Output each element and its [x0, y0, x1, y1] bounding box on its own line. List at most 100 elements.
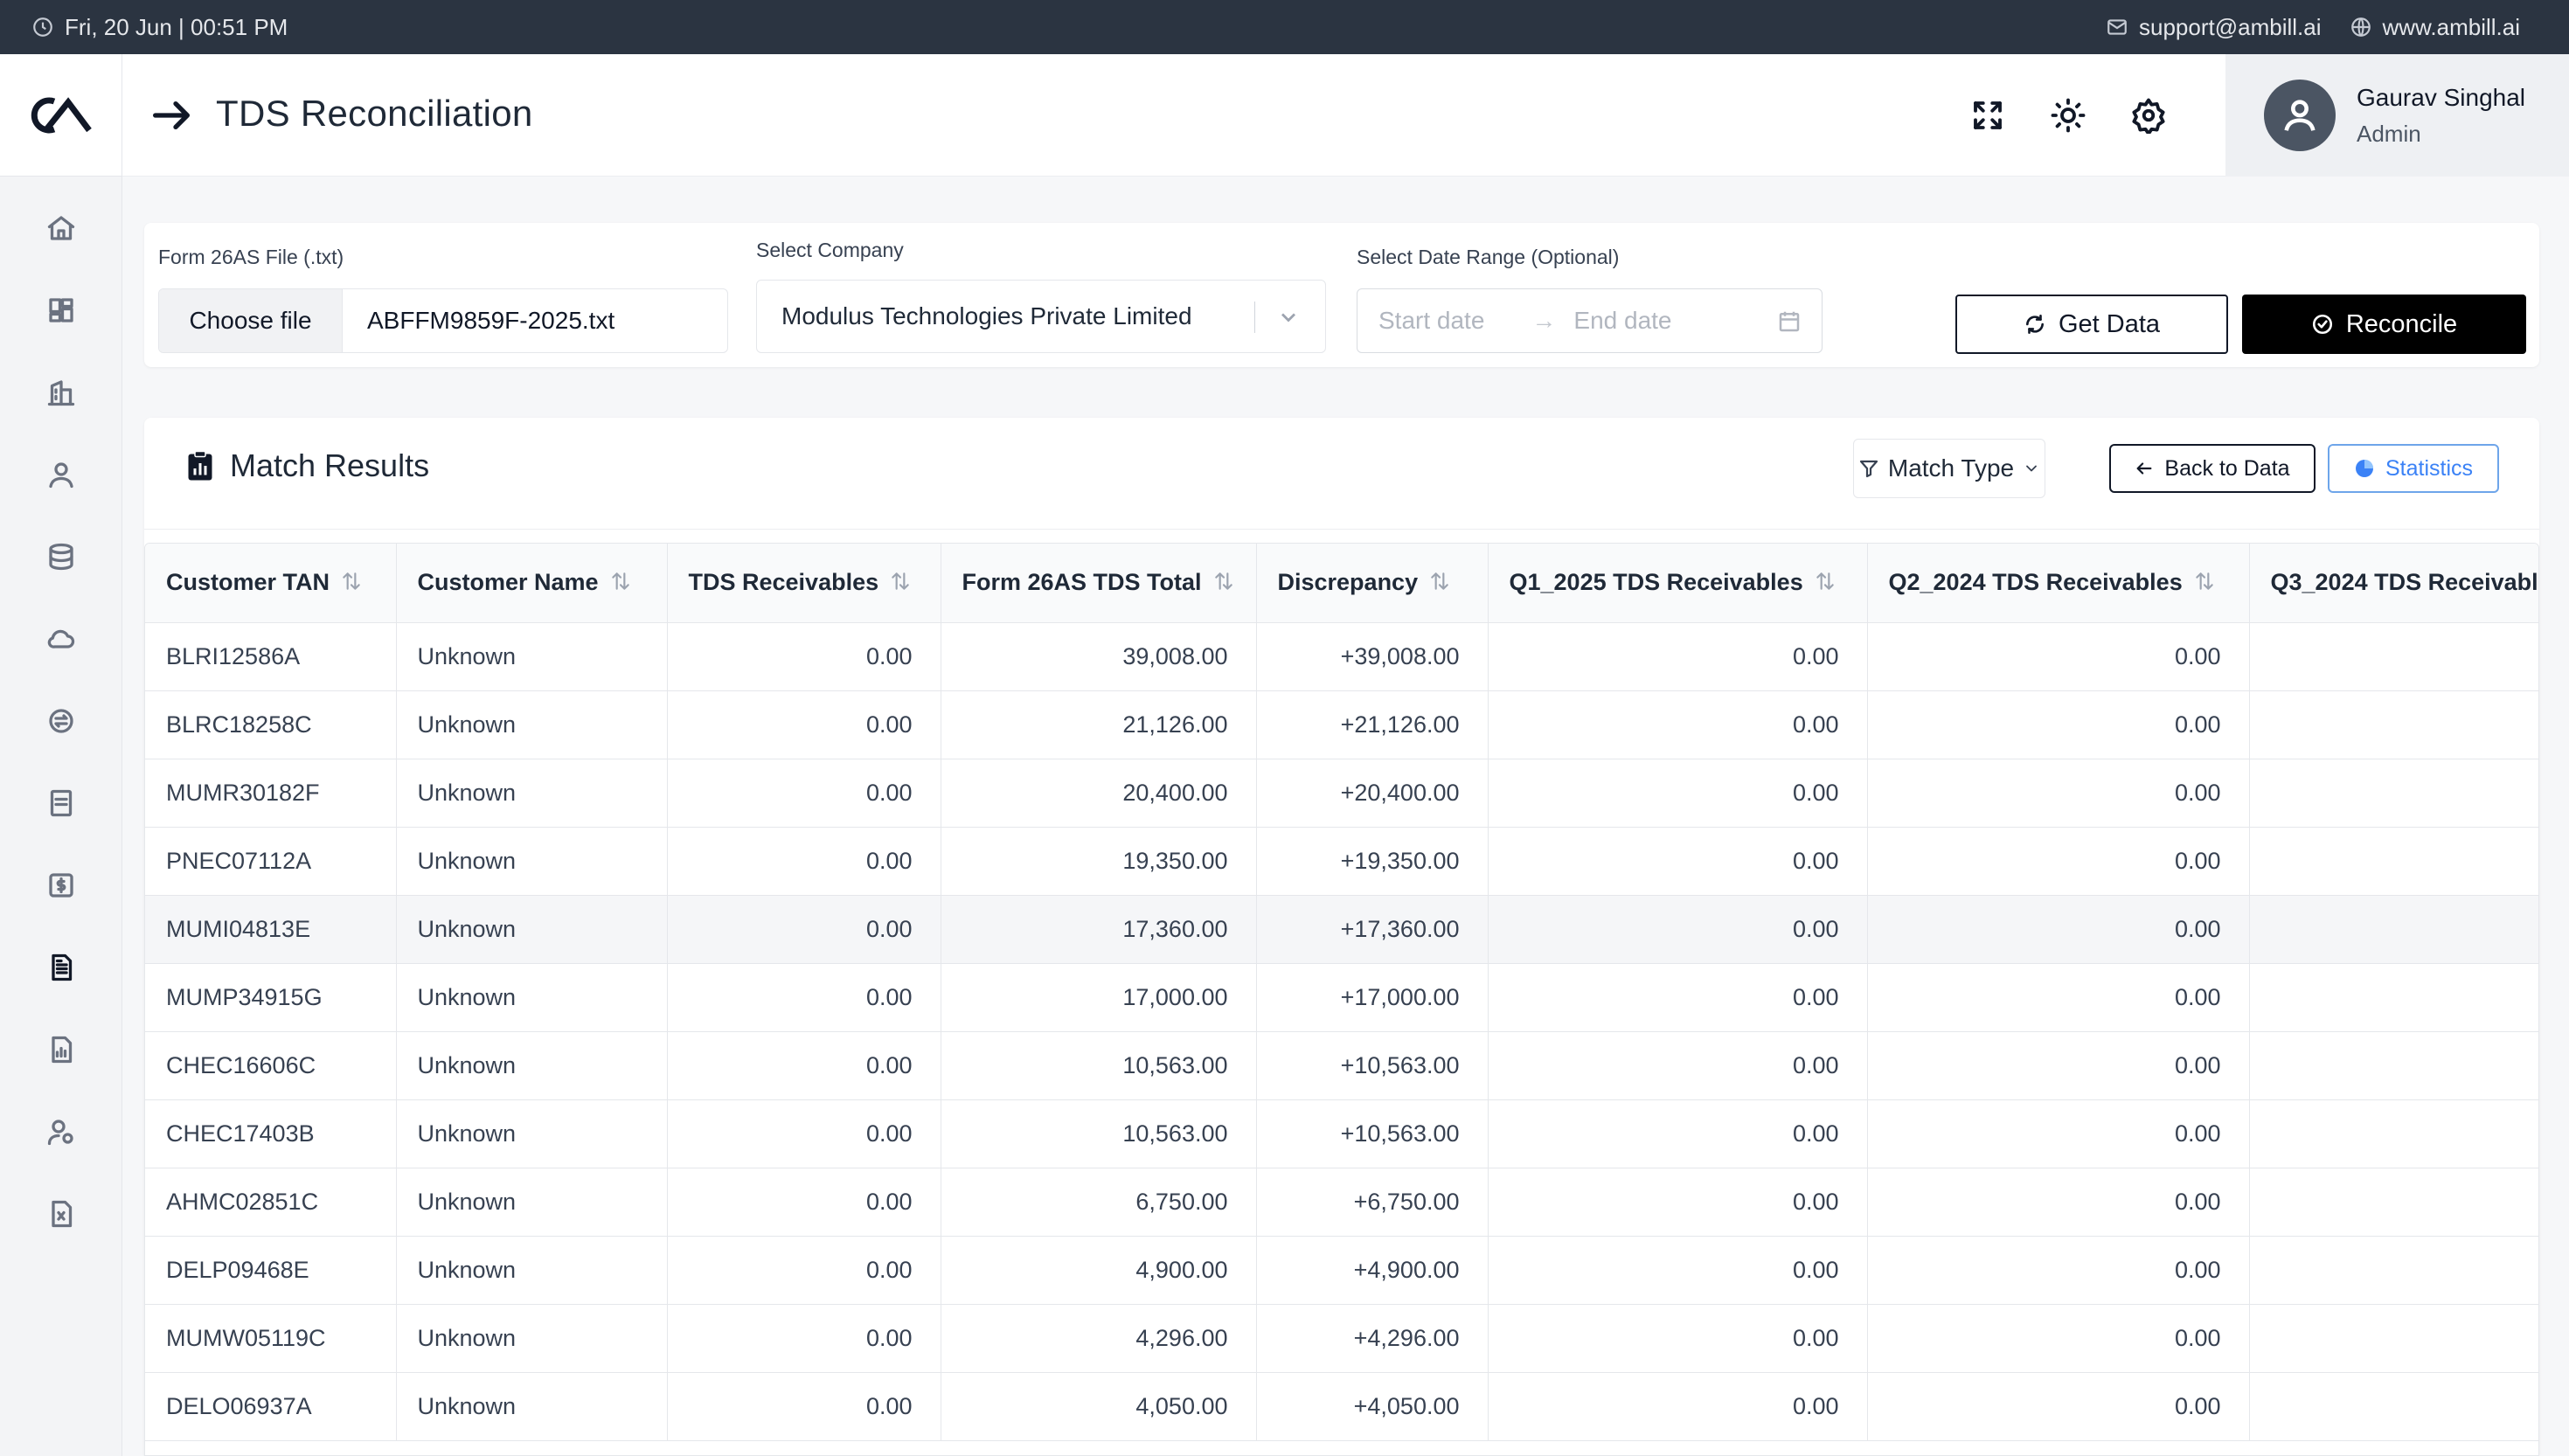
sort-icon[interactable] [1212, 570, 1235, 593]
cell-customer-tan: MUMI04813E [145, 895, 397, 964]
match-type-label: Match Type [1887, 454, 2015, 482]
brand-logo[interactable] [0, 54, 122, 177]
cell-tds-receivables: 0.00 [667, 1304, 941, 1373]
sort-icon[interactable] [1814, 570, 1836, 593]
table-row[interactable]: MUMP34915G Unknown 0.00 17,000.00 +17,000.00… [145, 963, 2538, 1032]
column-header-customer-name[interactable]: Customer Name [396, 544, 668, 623]
cell-tds-receivables: 0.00 [667, 827, 941, 896]
company-select[interactable]: Modulus Technologies Private Limited [756, 280, 1326, 353]
date-range-label: Select Date Range (Optional) [1357, 246, 1620, 268]
email-text[interactable]: support@ambill.ai [2139, 13, 2322, 40]
website-text[interactable]: www.ambill.ai [2382, 13, 2521, 40]
sidebar-item-dashboard[interactable] [0, 269, 122, 351]
table-row[interactable]: DELO06937A Unknown 0.00 4,050.00 +4,050.00 0.… [145, 1372, 2538, 1441]
cell-customer-tan: BLRI12586A [145, 622, 397, 691]
sidebar-item-database[interactable] [0, 516, 122, 598]
results-table-container[interactable]: Customer TAN Customer Name TDS Receivables… [144, 543, 2539, 1456]
column-header-discrepancy[interactable]: Discrepancy [1256, 544, 1489, 623]
mail-icon [2107, 19, 2127, 35]
table-row[interactable]: PNEC07112A Unknown 0.00 19,350.00 +19,350.00… [145, 827, 2538, 896]
database-icon [48, 543, 73, 571]
support-email[interactable]: support@ambill.ai [2106, 13, 2322, 41]
cell-form26as-tds-total: 20,400.00 [941, 759, 1257, 828]
table-row[interactable]: BLRC18258C Unknown 0.00 21,126.00 +21,126.00… [145, 690, 2538, 759]
reconcile-form: Form 26AS File (.txt) Choose file ABFFM9… [144, 223, 2539, 367]
get-data-button[interactable]: Get Data [1955, 295, 2228, 354]
user-profile[interactable]: Gaurav Singhal Admin [2225, 54, 2569, 177]
refresh-icon [2026, 314, 2044, 335]
cell-customer-tan: DELO06937A [145, 1372, 397, 1441]
table-row[interactable]: AHMC02851C Unknown 0.00 6,750.00 +6,750.00 0.… [145, 1168, 2538, 1237]
back-button[interactable] [149, 93, 194, 138]
cell-customer-tan: PNEC07112A [145, 827, 397, 896]
cell-discrepancy: +19,350.00 [1256, 827, 1489, 896]
cell-q3-2024-tds [2249, 1304, 2538, 1373]
report-icon [51, 953, 72, 981]
table-row[interactable]: DELP09468E Unknown 0.00 4,900.00 +4,900.00 0.… [145, 1236, 2538, 1305]
sidebar-item-company[interactable] [0, 351, 122, 433]
file-name: ABFFM9859F-2025.txt [367, 307, 615, 334]
reconcile-button[interactable]: Reconcile [2242, 295, 2526, 354]
column-header-q2-2024-tds[interactable]: Q2_2024 TDS Receivables [1867, 544, 2250, 623]
settings-button[interactable] [2126, 93, 2171, 138]
cell-q3-2024-tds [2249, 963, 2538, 1032]
table-row[interactable]: MUMR30182F Unknown 0.00 20,400.00 +20,400.00… [145, 759, 2538, 828]
sidebar-item-home[interactable] [0, 187, 122, 269]
cell-q2-2024-tds: 0.00 [1867, 1031, 2250, 1100]
column-header-form26as-tds-total[interactable]: Form 26AS TDS Total [941, 544, 1257, 623]
cell-q2-2024-tds: 0.00 [1867, 963, 2250, 1032]
cell-q3-2024-tds [2249, 895, 2538, 964]
statistics-button[interactable]: Statistics [2328, 444, 2499, 493]
table-row[interactable]: CHEC16606C Unknown 0.00 10,563.00 +10,563.00… [145, 1031, 2538, 1100]
choose-file-button[interactable]: Choose file [159, 289, 343, 352]
sidebar-item-cloud[interactable] [0, 598, 122, 680]
sidebar-item-user-settings[interactable] [0, 1091, 122, 1173]
table-row[interactable]: MUMI04813E Unknown 0.00 17,360.00 +17,360.00… [145, 895, 2538, 964]
column-header-tds-receivables[interactable]: TDS Receivables [667, 544, 941, 623]
sidebar-item-analytics[interactable] [0, 1009, 122, 1091]
column-header-q1-2025-tds[interactable]: Q1_2025 TDS Receivables [1488, 544, 1868, 623]
cell-form26as-tds-total: 10,563.00 [941, 1031, 1257, 1100]
cell-form26as-tds-total: 39,008.00 [941, 622, 1257, 691]
sidebar-item-billing[interactable] [0, 844, 122, 926]
start-date-input[interactable]: Start date [1378, 307, 1485, 334]
cell-q1-2025-tds: 0.00 [1488, 963, 1868, 1032]
match-type-filter[interactable]: Match Type [1853, 439, 2045, 498]
table-row[interactable]: CHEC17403B Unknown 0.00 10,563.00 +10,563.00… [145, 1099, 2538, 1168]
sort-icon[interactable] [1428, 570, 1451, 593]
fullscreen-button[interactable] [1965, 93, 2010, 138]
cell-customer-tan: CHEC17403B [145, 1099, 397, 1168]
column-header-q3-2024-tds[interactable]: Q3_2024 TDS Receivables [2249, 544, 2538, 623]
table-row[interactable]: BLRI12586A Unknown 0.00 39,008.00 +39,008.00… [145, 622, 2538, 691]
company-label: Select Company [756, 239, 904, 261]
end-date-input[interactable]: End date [1573, 307, 1672, 334]
column-header-label: Customer TAN [166, 569, 330, 596]
sidebar-item-tds-reconciliation[interactable] [0, 926, 122, 1009]
cell-q3-2024-tds [2249, 827, 2538, 896]
cell-customer-name: Unknown [396, 895, 668, 964]
file-label: Form 26AS File (.txt) [158, 246, 344, 268]
building-icon [47, 380, 74, 406]
cell-q3-2024-tds [2249, 1168, 2538, 1237]
table-row[interactable]: MUMW05119C Unknown 0.00 4,296.00 +4,296.00 0.… [145, 1304, 2538, 1373]
sidebar-item-sync[interactable] [0, 680, 122, 762]
cell-customer-tan: MUMW05119C [145, 1304, 397, 1373]
cell-form26as-tds-total: 10,563.00 [941, 1099, 1257, 1168]
file-input[interactable]: Choose file ABFFM9859F-2025.txt [158, 288, 728, 353]
cell-q2-2024-tds: 0.00 [1867, 1372, 2250, 1441]
sidebar-item-export[interactable] [0, 1173, 122, 1255]
sidebar-item-documents[interactable] [0, 762, 122, 844]
theme-toggle-button[interactable] [2045, 93, 2091, 138]
cell-tds-receivables: 0.00 [667, 1372, 941, 1441]
sort-icon[interactable] [340, 570, 363, 593]
back-to-data-button[interactable]: Back to Data [2109, 444, 2316, 493]
date-range-picker[interactable]: Start date → End date [1357, 288, 1823, 353]
website-link[interactable]: www.ambill.ai [2350, 13, 2521, 41]
sidebar-item-customers[interactable] [0, 433, 122, 516]
cell-q1-2025-tds: 0.00 [1488, 690, 1868, 759]
sort-icon[interactable] [609, 570, 632, 593]
sort-icon[interactable] [2193, 570, 2216, 593]
clipboard-chart-icon [188, 450, 212, 481]
column-header-customer-tan[interactable]: Customer TAN [145, 544, 397, 623]
sort-icon[interactable] [889, 570, 912, 593]
